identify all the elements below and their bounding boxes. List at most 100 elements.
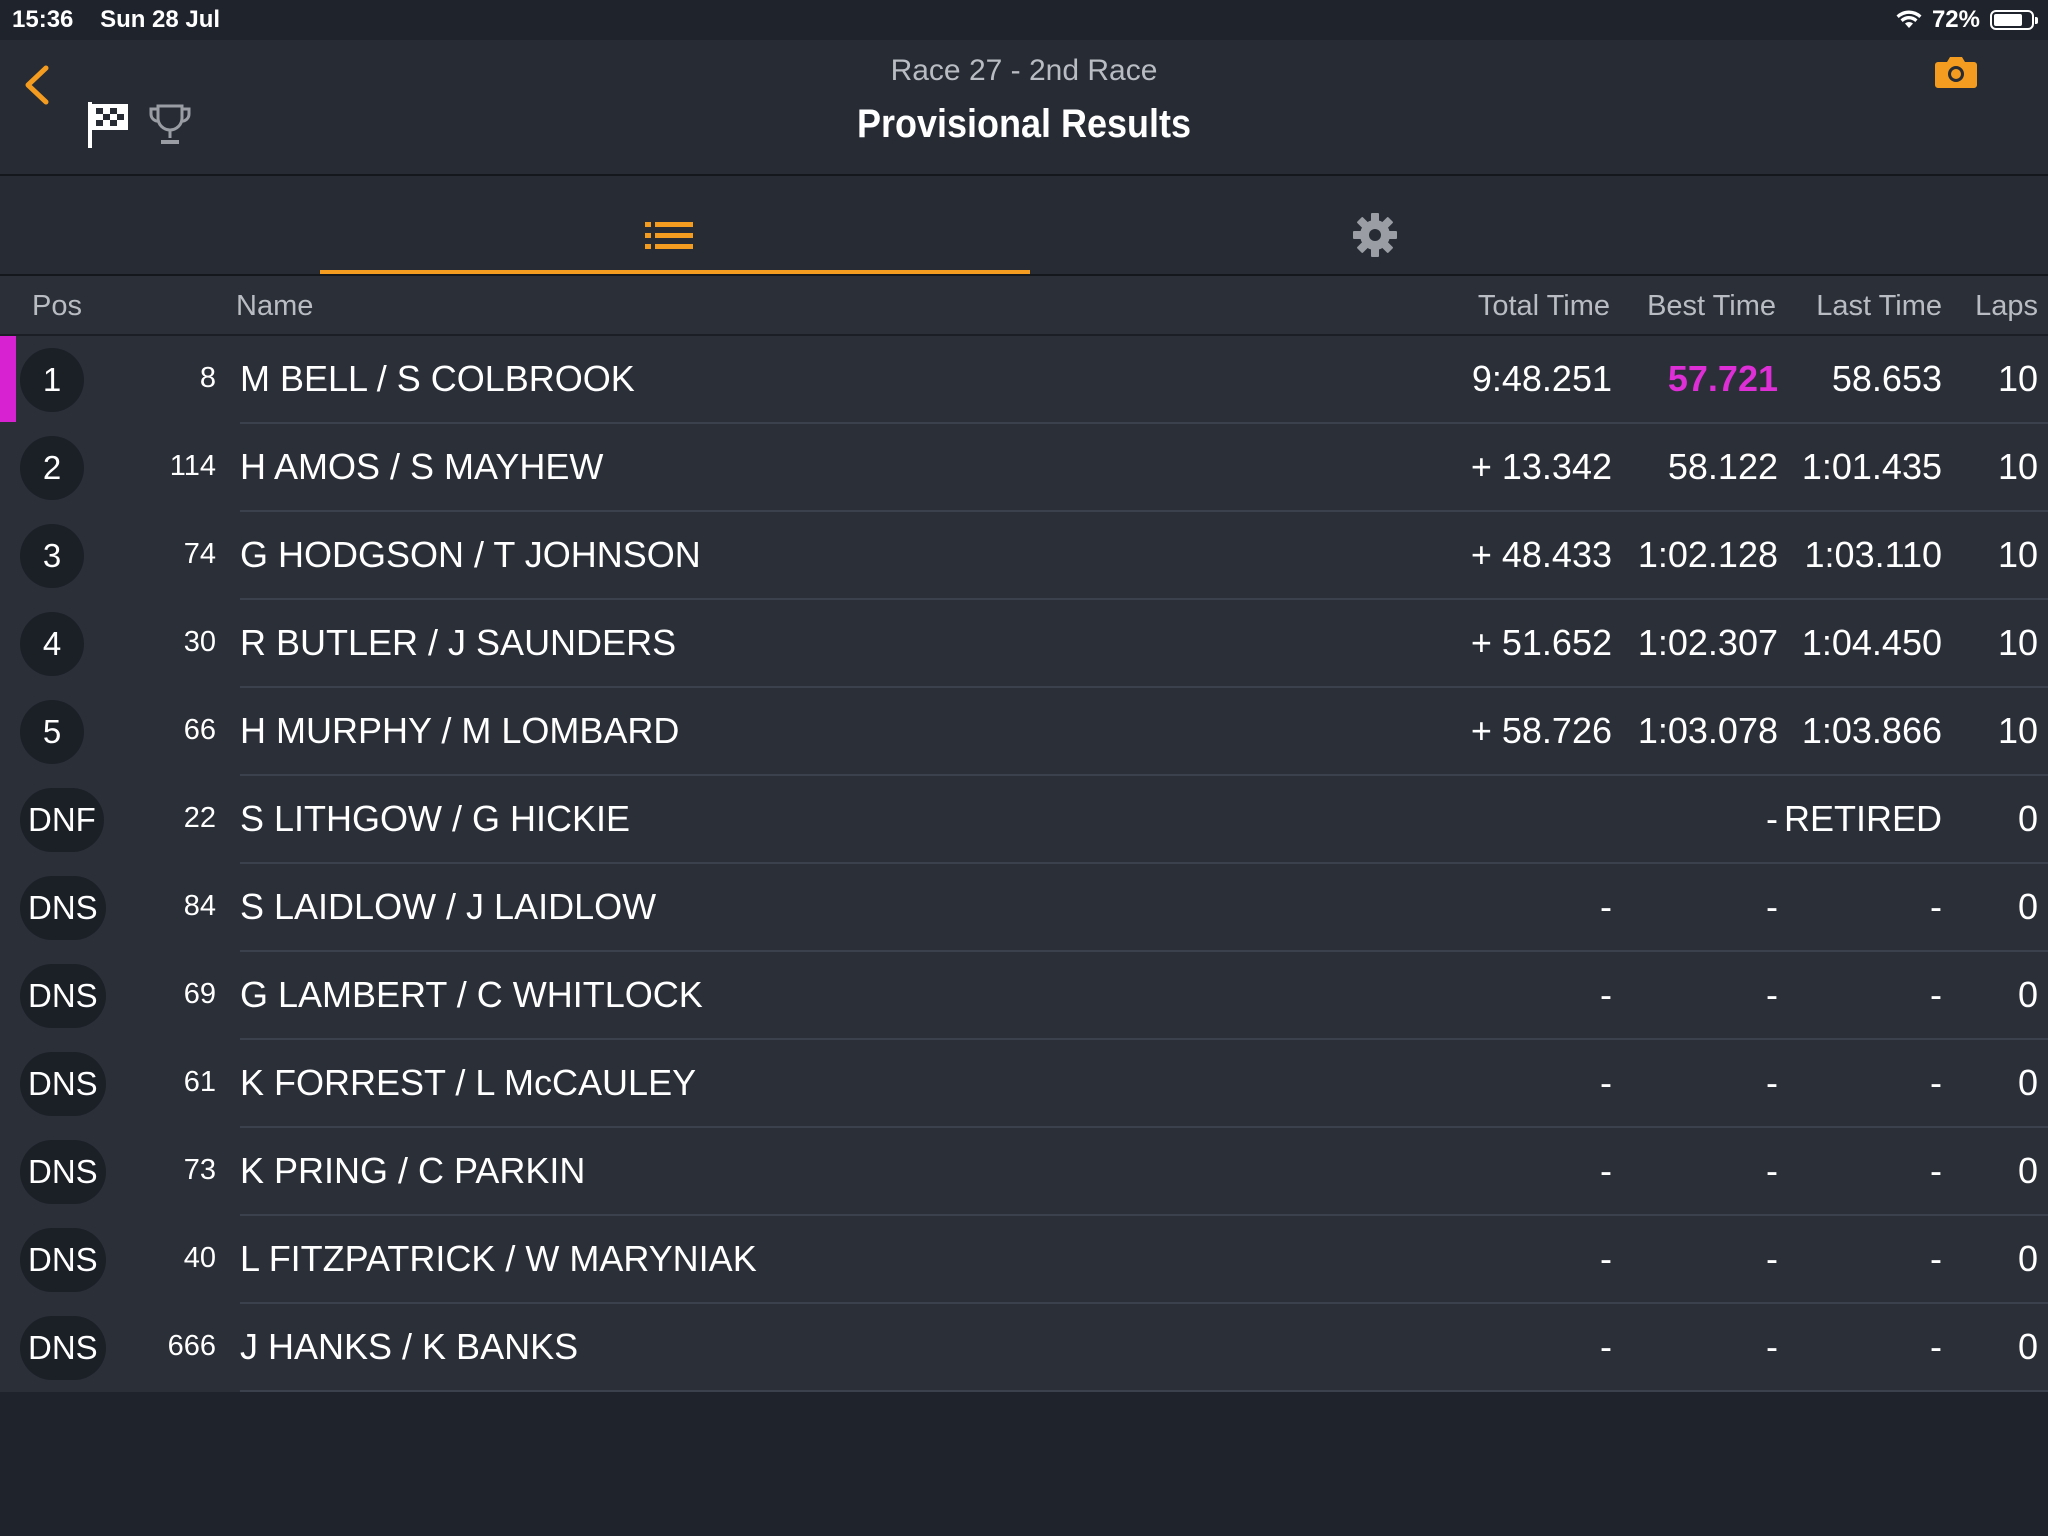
driver-names: G HODGSON / T JOHNSON	[240, 534, 701, 575]
car-number: 66	[183, 714, 216, 746]
laps: 10	[1997, 358, 2038, 399]
col-name[interactable]: Name	[236, 290, 314, 322]
last-time: 1:03.866	[1801, 710, 1942, 751]
laps: 10	[1997, 534, 2038, 575]
driver-names: M BELL / S COLBROOK	[240, 358, 635, 399]
car-number: 30	[183, 626, 216, 658]
driver-names: H AMOS / S MAYHEW	[240, 446, 604, 487]
driver-names: G LAMBERT / C WHITLOCK	[240, 974, 703, 1015]
active-tab-underline	[320, 270, 1030, 274]
best-time: -	[1766, 1150, 1778, 1191]
table-row[interactable]: 1 8 M BELL / S COLBROOK 9:48.251 57.721 …	[0, 336, 2048, 424]
position-badge: DNS	[20, 1140, 106, 1204]
best-time: 57.721	[1667, 358, 1778, 399]
driver-names: L FITZPATRICK / W MARYNIAK	[240, 1238, 757, 1279]
total-time: -	[1600, 886, 1612, 927]
col-last-time[interactable]: Last Time	[1816, 290, 1942, 322]
status-date: Sun 28 Jul	[100, 6, 221, 33]
empty-footer-area	[0, 1392, 2048, 1536]
col-laps[interactable]: Laps	[1975, 290, 2038, 322]
tab-results-list[interactable]	[320, 176, 1030, 274]
table-row[interactable]: 5 66 H MURPHY / M LOMBARD + 58.726 1:03.…	[0, 688, 2048, 776]
car-number: 69	[183, 978, 216, 1010]
laps: 10	[1997, 710, 2038, 751]
battery-percent: 72%	[1931, 6, 1980, 33]
total-time: -	[1600, 1150, 1612, 1191]
table-row[interactable]: DNS 73 K PRING / C PARKIN - - - 0	[0, 1128, 2048, 1216]
position-badge: DNF	[20, 788, 104, 852]
car-number: 114	[169, 450, 216, 482]
best-time: 1:03.078	[1637, 710, 1778, 751]
car-number: 8	[199, 362, 216, 394]
laps: 10	[1997, 622, 2038, 663]
car-number: 61	[183, 1066, 216, 1098]
status-bar: 15:36 Sun 28 Jul 72%	[0, 0, 2048, 40]
table-row[interactable]: DNS 40 L FITZPATRICK / W MARYNIAK - - - …	[0, 1216, 2048, 1304]
position-badge: 5	[20, 700, 84, 764]
camera-icon[interactable]	[1934, 54, 1978, 90]
leader-marker	[0, 336, 16, 422]
laps: 0	[2017, 1326, 2038, 1367]
table-row[interactable]: DNS 666 J HANKS / K BANKS - - - 0	[0, 1304, 2048, 1392]
last-time: -	[1930, 1150, 1942, 1191]
chevron-left-icon[interactable]	[18, 60, 58, 110]
last-time: RETIRED	[1783, 798, 1942, 839]
position-badge: 1	[20, 348, 84, 412]
position-badge: DNS	[20, 1316, 106, 1380]
laps: 0	[2017, 886, 2038, 927]
table-row[interactable]: DNS 61 K FORREST / L McCAULEY - - - 0	[0, 1040, 2048, 1128]
race-subtitle: Race 27 - 2nd Race	[890, 54, 1158, 87]
laps: 0	[2017, 1150, 2038, 1191]
tab-bar	[0, 176, 2048, 276]
checkered-flag-icon[interactable]	[86, 100, 132, 150]
total-time: + 51.652	[1470, 622, 1612, 663]
last-time: -	[1930, 1238, 1942, 1279]
best-time: -	[1766, 798, 1778, 839]
table-row[interactable]: 4 30 R BUTLER / J SAUNDERS + 51.652 1:02…	[0, 600, 2048, 688]
last-time: -	[1930, 1326, 1942, 1367]
car-number: 84	[183, 890, 216, 922]
best-time: 1:02.128	[1637, 534, 1778, 575]
driver-names: S LAIDLOW / J LAIDLOW	[240, 886, 657, 927]
status-time: 15:36	[12, 6, 74, 33]
best-time: 58.122	[1667, 446, 1778, 487]
laps: 0	[2017, 1238, 2038, 1279]
last-time: 1:04.450	[1801, 622, 1942, 663]
results-column-header: Pos Name Total Time Best Time Last Time …	[0, 276, 2048, 336]
best-time: -	[1766, 886, 1778, 927]
col-best-time[interactable]: Best Time	[1647, 290, 1776, 322]
col-total-time[interactable]: Total Time	[1477, 290, 1610, 322]
position-badge: DNS	[20, 1052, 106, 1116]
last-time: 58.653	[1831, 358, 1942, 399]
table-row[interactable]: DNS 84 S LAIDLOW / J LAIDLOW - - - 0	[0, 864, 2048, 952]
position-badge: DNS	[20, 876, 106, 940]
best-time: -	[1766, 1062, 1778, 1103]
driver-names: K FORREST / L McCAULEY	[240, 1062, 697, 1103]
trophy-icon[interactable]	[148, 102, 192, 148]
total-time: -	[1600, 974, 1612, 1015]
table-row[interactable]: DNF 22 S LITHGOW / G HICKIE - RETIRED 0	[0, 776, 2048, 864]
col-pos[interactable]: Pos	[32, 290, 82, 322]
table-row[interactable]: 3 74 G HODGSON / T JOHNSON + 48.433 1:02…	[0, 512, 2048, 600]
laps: 10	[1997, 446, 2038, 487]
table-row[interactable]: DNS 69 G LAMBERT / C WHITLOCK - - - 0	[0, 952, 2048, 1040]
table-row[interactable]: 2 114 H AMOS / S MAYHEW + 13.342 58.122 …	[0, 424, 2048, 512]
car-number: 22	[183, 802, 216, 834]
total-time: -	[1600, 1238, 1612, 1279]
last-time: 1:03.110	[1804, 534, 1942, 575]
laps: 0	[2017, 1062, 2038, 1103]
total-time: + 13.342	[1470, 446, 1612, 487]
total-time: -	[1600, 1062, 1612, 1103]
last-time: 1:01.435	[1801, 446, 1942, 487]
best-time: -	[1766, 974, 1778, 1015]
gear-icon	[1353, 213, 1397, 257]
driver-names: H MURPHY / M LOMBARD	[240, 710, 680, 751]
last-time: -	[1930, 886, 1942, 927]
best-time: 1:02.307	[1637, 622, 1778, 663]
nav-header: Race 27 - 2nd Race Provisional Results	[0, 40, 2048, 176]
last-time: -	[1930, 974, 1942, 1015]
tab-settings[interactable]	[1030, 176, 1720, 274]
position-badge: DNS	[20, 1228, 106, 1292]
position-badge: 4	[20, 612, 84, 676]
wifi-icon	[1896, 10, 1922, 28]
